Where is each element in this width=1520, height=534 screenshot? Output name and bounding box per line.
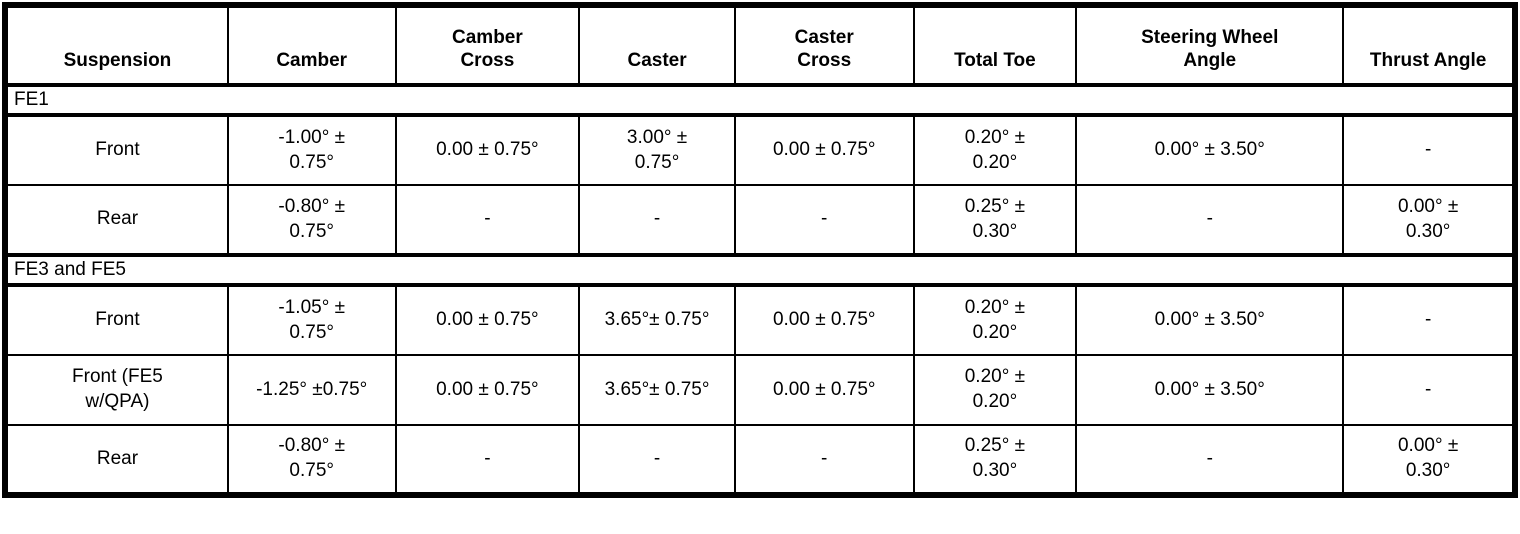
cell-steering-wheel-angle: - xyxy=(1075,184,1345,256)
cell-suspension: Rear xyxy=(4,424,229,496)
row-fe3fe5-rear: Rear -0.80° ± 0.75° - - - 0.25° ± 0.30° … xyxy=(4,424,1516,496)
column-header-suspension: Suspension xyxy=(4,4,229,87)
cell-suspension: Rear xyxy=(4,184,229,256)
cell-caster-cross: 0.00 ± 0.75° xyxy=(733,284,915,356)
row-fe1-front: Front -1.00° ± 0.75° 0.00 ± 0.75° 3.00° … xyxy=(4,114,1516,186)
column-header-steering-wheel-angle: Steering Wheel Angle xyxy=(1075,4,1345,87)
cell-camber-cross: 0.00 ± 0.75° xyxy=(394,284,581,356)
cell-thrust-angle: - xyxy=(1342,354,1516,426)
cell-caster-cross: - xyxy=(733,424,915,496)
cell-camber: -0.80° ± 0.75° xyxy=(226,424,397,496)
section-label: FE1 xyxy=(4,83,1516,117)
cell-suspension: Front xyxy=(4,114,229,186)
cell-total-toe: 0.25° ± 0.30° xyxy=(912,184,1078,256)
row-fe3fe5-front: Front -1.05° ± 0.75° 0.00 ± 0.75° 3.65°±… xyxy=(4,284,1516,356)
cell-total-toe: 0.25° ± 0.30° xyxy=(912,424,1078,496)
cell-total-toe: 0.20° ± 0.20° xyxy=(912,354,1078,426)
cell-caster-cross: 0.00 ± 0.75° xyxy=(733,114,915,186)
cell-thrust-angle: - xyxy=(1342,284,1516,356)
column-header-total-toe: Total Toe xyxy=(912,4,1078,87)
cell-thrust-angle: 0.00° ± 0.30° xyxy=(1342,184,1516,256)
cell-caster: 3.00° ± 0.75° xyxy=(578,114,736,186)
cell-camber-cross: 0.00 ± 0.75° xyxy=(394,114,581,186)
cell-camber: -1.25° ±0.75° xyxy=(226,354,397,426)
table-header-row: Suspension Camber Camber Cross Caster Ca… xyxy=(4,4,1516,87)
cell-thrust-angle: - xyxy=(1342,114,1516,186)
cell-steering-wheel-angle: 0.00° ± 3.50° xyxy=(1075,114,1345,186)
cell-camber: -1.00° ± 0.75° xyxy=(226,114,397,186)
cell-caster: 3.65°± 0.75° xyxy=(578,354,736,426)
suspension-alignment-spec-table: Suspension Camber Camber Cross Caster Ca… xyxy=(2,2,1518,498)
cell-total-toe: 0.20° ± 0.20° xyxy=(912,284,1078,356)
row-fe1-rear: Rear -0.80° ± 0.75° - - - 0.25° ± 0.30° … xyxy=(4,184,1516,256)
cell-suspension: Front (FE5 w/QPA) xyxy=(4,354,229,426)
column-header-camber: Camber xyxy=(226,4,397,87)
cell-steering-wheel-angle: 0.00° ± 3.50° xyxy=(1075,284,1345,356)
section-label: FE3 and FE5 xyxy=(4,253,1516,287)
cell-camber-cross: - xyxy=(394,184,581,256)
cell-caster: - xyxy=(578,184,736,256)
column-header-camber-cross: Camber Cross xyxy=(394,4,581,87)
cell-caster: 3.65°± 0.75° xyxy=(578,284,736,356)
column-header-caster: Caster xyxy=(578,4,736,87)
row-fe3fe5-front-fe5-qpa: Front (FE5 w/QPA) -1.25° ±0.75° 0.00 ± 0… xyxy=(4,354,1516,426)
cell-suspension: Front xyxy=(4,284,229,356)
cell-caster-cross: 0.00 ± 0.75° xyxy=(733,354,915,426)
cell-camber: -1.05° ± 0.75° xyxy=(226,284,397,356)
section-header-fe1: FE1 xyxy=(4,83,1516,117)
column-header-caster-cross: Caster Cross xyxy=(733,4,915,87)
cell-caster-cross: - xyxy=(733,184,915,256)
section-header-fe3-fe5: FE3 and FE5 xyxy=(4,253,1516,287)
cell-camber: -0.80° ± 0.75° xyxy=(226,184,397,256)
cell-steering-wheel-angle: 0.00° ± 3.50° xyxy=(1075,354,1345,426)
column-header-thrust-angle: Thrust Angle xyxy=(1342,4,1516,87)
cell-thrust-angle: 0.00° ± 0.30° xyxy=(1342,424,1516,496)
cell-caster: - xyxy=(578,424,736,496)
cell-camber-cross: - xyxy=(394,424,581,496)
cell-steering-wheel-angle: - xyxy=(1075,424,1345,496)
cell-camber-cross: 0.00 ± 0.75° xyxy=(394,354,581,426)
cell-total-toe: 0.20° ± 0.20° xyxy=(912,114,1078,186)
